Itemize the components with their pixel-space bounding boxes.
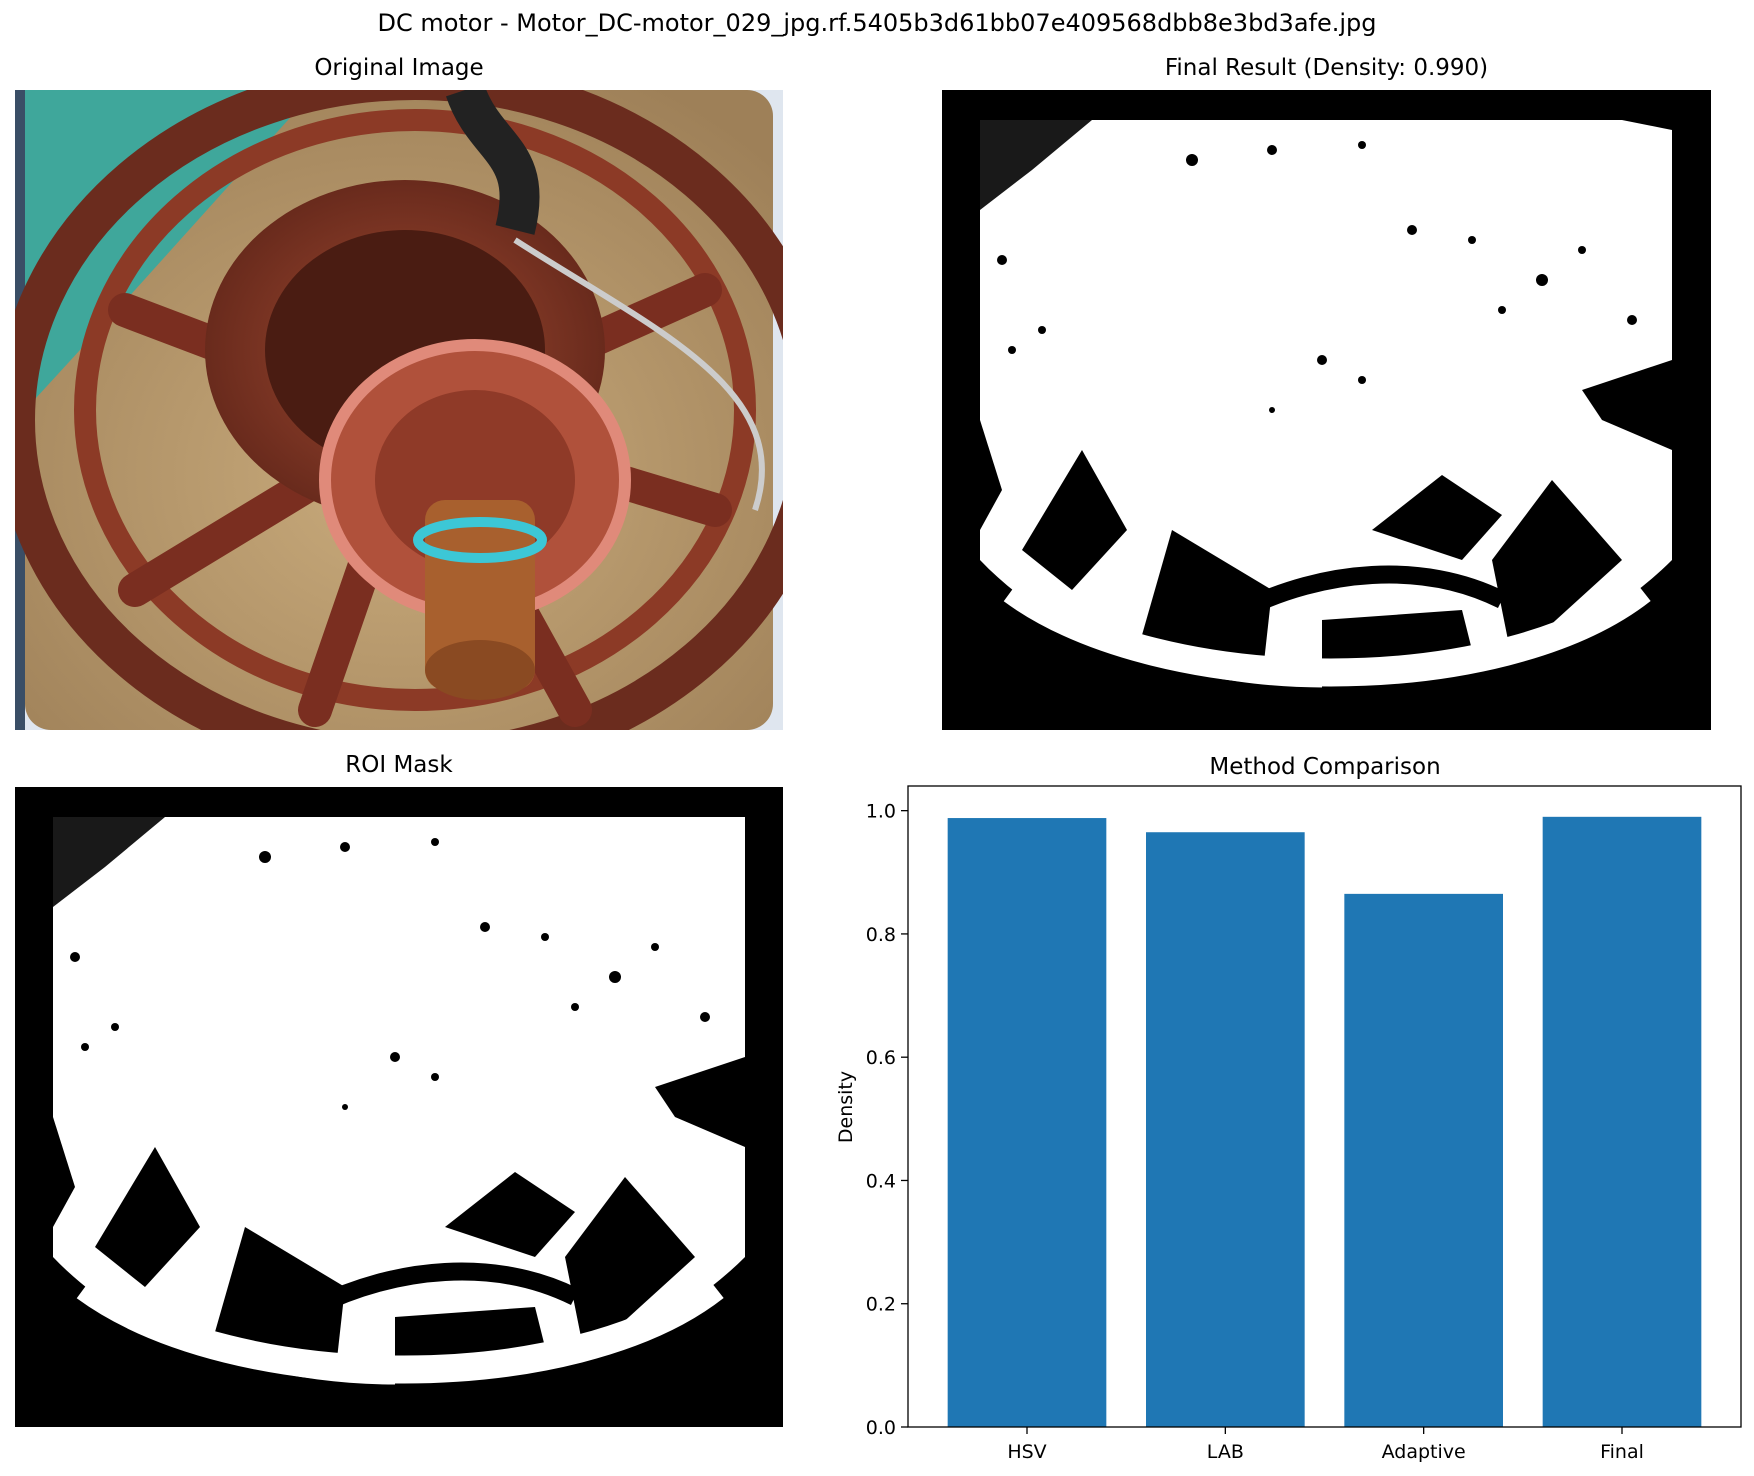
x-tick-label: Adaptive	[1382, 1441, 1466, 1463]
bar-hsv	[947, 818, 1107, 1427]
bar-adaptive	[1344, 893, 1503, 1427]
chart-title: Method Comparison	[1209, 754, 1440, 780]
final-result-title: Final Result (Density: 0.990)	[1164, 55, 1489, 81]
motor-photo	[15, 90, 783, 730]
bar-lab	[1146, 832, 1305, 1427]
final-mask-image	[942, 90, 1711, 730]
y-tick-label: 0.4	[866, 1170, 896, 1192]
bar-final	[1542, 816, 1702, 1427]
y-tick-label: 1.0	[866, 801, 896, 823]
y-tick-label: 0.8	[866, 924, 896, 946]
plot-frame	[907, 785, 1742, 1428]
figure-suptitle: DC motor - Motor_DC-motor_029_jpg.rf.540…	[377, 9, 1377, 37]
x-tick-label: HSV	[1007, 1441, 1046, 1463]
roi-mask	[15, 787, 783, 1427]
roi-mask-image	[15, 787, 783, 1427]
original-image-title: Original Image	[314, 55, 484, 81]
x-tick-label: Final	[1600, 1441, 1644, 1463]
x-tick-label: LAB	[1207, 1441, 1244, 1463]
final-result-mask	[942, 90, 1711, 730]
y-tick-label: 0.6	[866, 1047, 896, 1069]
y-tick-label: 0.0	[866, 1417, 896, 1439]
original-image	[15, 90, 783, 730]
y-tick-label: 0.2	[866, 1294, 896, 1316]
roi-mask-title: ROI Mask	[345, 752, 453, 778]
y-axis-label: Density	[835, 1071, 857, 1143]
